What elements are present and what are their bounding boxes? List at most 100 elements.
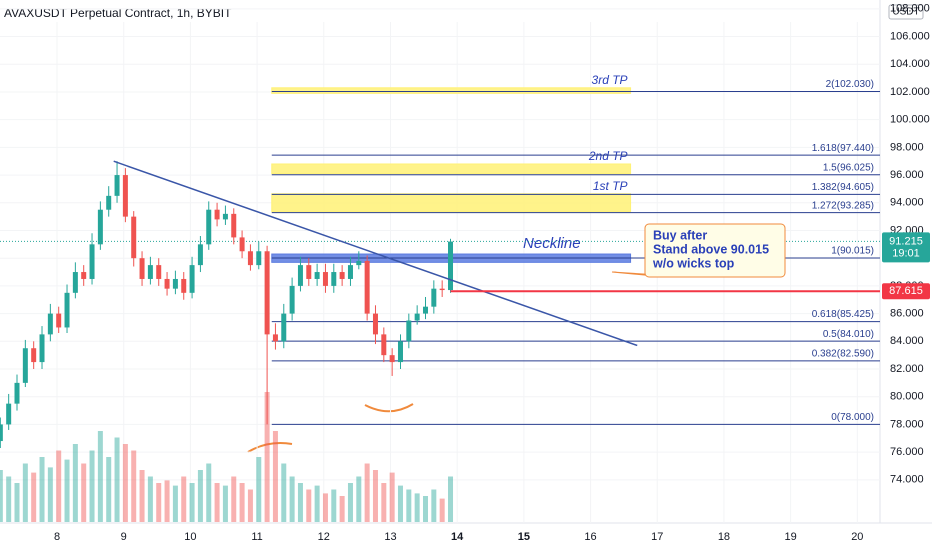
volume-bar: [139, 470, 145, 522]
zone: [271, 87, 632, 94]
volume-bar: [106, 457, 112, 522]
volume-bar: [81, 463, 87, 522]
volume-bar: [97, 431, 103, 522]
volume-bar: [347, 483, 353, 522]
candle-body: [256, 251, 262, 266]
candle-body: [364, 260, 370, 314]
volume-bar: [314, 485, 320, 522]
fib-label: 1.382(94.605): [812, 182, 874, 193]
candle-body: [214, 209, 220, 220]
volume-bar: [114, 437, 120, 522]
candle-body: [356, 260, 362, 266]
zone: [271, 163, 632, 175]
candle-body: [289, 285, 295, 314]
fib-label: 1.618(97.440): [812, 143, 874, 154]
x-tick-label: 10: [184, 531, 196, 543]
candle-body: [39, 334, 45, 363]
x-tick-label: 18: [718, 531, 730, 543]
volume-bar: [389, 472, 395, 522]
x-tick-label: 9: [121, 531, 127, 543]
volume-bar: [22, 463, 28, 522]
candle-body: [297, 265, 303, 286]
candle-body: [272, 334, 278, 342]
y-tick-label: 106.000: [890, 30, 930, 42]
x-tick-label: 14: [451, 531, 464, 543]
y-tick-label: 82.000: [890, 363, 924, 375]
candle-body: [331, 272, 337, 286]
volume-bar: [222, 485, 228, 522]
volume-bar: [406, 489, 412, 522]
price-tag: [882, 283, 930, 300]
candle-body: [389, 355, 395, 363]
volume-bar: [256, 457, 262, 522]
volume-bar: [306, 489, 312, 522]
volume-bar: [14, 483, 20, 522]
volume-bar: [189, 483, 195, 522]
candle-body: [414, 313, 420, 321]
candle-body: [97, 209, 103, 245]
y-tick-label: 100.000: [890, 114, 930, 126]
candle-body: [47, 313, 53, 335]
candle-body: [231, 213, 237, 238]
x-tick-label: 15: [518, 531, 530, 543]
volume-bar: [172, 485, 178, 522]
zone-label: 3rd TP: [592, 73, 628, 87]
y-tick-label: 98.000: [890, 141, 924, 153]
x-tick-label: 16: [584, 531, 596, 543]
volume-bar: [364, 463, 370, 522]
volume-bar: [439, 498, 445, 522]
volume-bar: [131, 450, 137, 522]
volume-bar: [431, 489, 437, 522]
candle-body: [197, 244, 203, 266]
volume-bar: [56, 450, 62, 522]
fib-label: 0.5(84.010): [823, 329, 874, 340]
x-tick-label: 19: [785, 531, 797, 543]
candle-body: [22, 348, 28, 383]
candle-body: [139, 258, 145, 279]
zone: [271, 193, 632, 213]
volume-bar: [372, 470, 378, 522]
volume-bar: [381, 483, 387, 522]
volume-bar: [72, 444, 78, 522]
candle-body: [114, 175, 120, 196]
volume-bar: [156, 483, 162, 522]
price-tag-label: 91.215: [889, 235, 923, 247]
volume-bar: [448, 476, 454, 522]
volume-bar: [6, 476, 12, 522]
candle-body: [222, 213, 228, 220]
y-tick-label: 94.000: [890, 197, 924, 209]
candle-body: [339, 272, 345, 279]
volume-bar: [206, 463, 212, 522]
candle-body: [31, 348, 37, 363]
candle-body: [439, 288, 445, 291]
zone-label: Neckline: [523, 235, 581, 252]
currency-badge: [888, 4, 924, 20]
x-tick-label: 11: [251, 531, 262, 543]
zone-label: 1st TP: [593, 179, 628, 193]
candle-body: [314, 272, 320, 279]
candle-body: [164, 278, 170, 289]
y-tick-label: 74.000: [890, 474, 924, 486]
y-tick-label: 96.000: [890, 169, 924, 181]
price-tag: [882, 232, 930, 263]
y-tick-label: 78.000: [890, 418, 924, 430]
candle-body: [181, 278, 187, 293]
volume-bar: [31, 472, 37, 522]
y-tick-label: 108.000: [890, 3, 930, 15]
x-tick-label: 13: [384, 531, 396, 543]
volume-bar: [164, 480, 170, 522]
y-tick-label: 80.000: [890, 391, 924, 403]
candle-body: [64, 292, 70, 328]
fib-label: 0.382(82.590): [812, 348, 874, 359]
candle-body: [189, 265, 195, 293]
candle-body: [106, 195, 112, 210]
x-tick-label: 17: [651, 531, 663, 543]
callout-box: [644, 223, 786, 278]
candle-body: [247, 251, 253, 266]
zone-label: 2nd TP: [588, 149, 628, 163]
candle-body: [14, 382, 20, 404]
volume-bar: [397, 485, 403, 522]
volume-bar: [339, 496, 345, 522]
candle-body: [306, 265, 312, 279]
volume-bar: [281, 463, 287, 522]
